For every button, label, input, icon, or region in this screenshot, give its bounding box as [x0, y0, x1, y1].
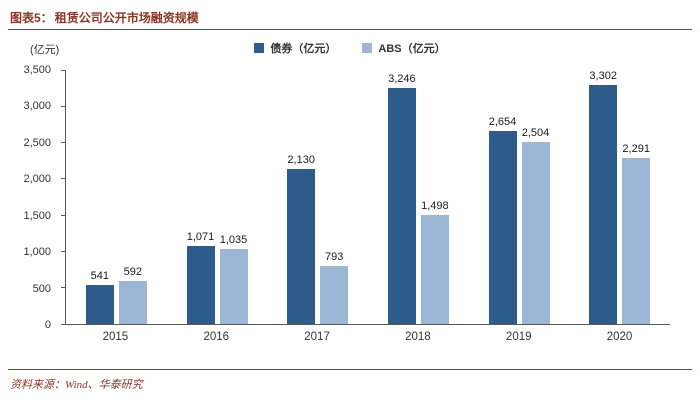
- bar-value-label: 793: [324, 251, 344, 264]
- y-axis-unit-label: (亿元): [30, 44, 60, 56]
- bar-column: 2,130: [287, 70, 316, 324]
- bar-abs: [521, 142, 550, 324]
- bar-column: 3,302: [589, 70, 618, 324]
- legend-swatch-abs: [362, 43, 373, 53]
- bar-group: 3,302 2,291: [569, 70, 670, 324]
- y-tick-label: 2,500: [23, 136, 51, 149]
- bar-bonds: [488, 131, 517, 324]
- y-tick-mark: [61, 214, 65, 216]
- y-tick-label: 3,500: [23, 64, 51, 76]
- bar-column: 3,246: [387, 70, 416, 324]
- bar-column: 793: [320, 70, 349, 324]
- bar-column: 2,654: [488, 70, 517, 324]
- header-rule: [8, 29, 692, 30]
- bar-value-label: 1,071: [186, 231, 215, 244]
- chart-header: 图表5： 租赁公司公开市场融资规模: [10, 9, 690, 26]
- y-tick-mark: [61, 323, 65, 325]
- y-tick-label: 1,500: [23, 209, 51, 222]
- y-tick-label: 500: [32, 282, 51, 295]
- plot-area: 541 592 1,071 1,035 2,130 793 3,246 1,498 2,654 2…: [61, 69, 670, 325]
- legend-item-abs: ABS（亿元）: [362, 40, 446, 56]
- bar-value-label: 541: [90, 269, 109, 282]
- x-tick-label: 2019: [505, 331, 532, 343]
- bar-column: 2,504: [521, 70, 550, 324]
- x-tick-label: 2020: [606, 331, 633, 343]
- bar-abs: [320, 266, 349, 324]
- bar-bonds: [85, 284, 114, 324]
- footer-rule: [8, 369, 692, 370]
- y-axis-labels: 0 500 1,000 1,500 2,000 2,500 3,000 3,500: [0, 64, 57, 331]
- bar-abs: [219, 248, 248, 324]
- bar-column: 2,291: [622, 70, 651, 324]
- legend-item-bonds: 债券（亿元）: [254, 40, 336, 56]
- y-tick-mark: [61, 178, 65, 180]
- bar-bonds: [186, 246, 215, 324]
- bar-column: 1,498: [420, 70, 449, 324]
- legend-label-bonds: 债券（亿元）: [270, 43, 337, 55]
- y-tick-mark: [61, 250, 65, 252]
- y-tick-mark: [61, 142, 65, 144]
- bar-value-label: 1,035: [219, 233, 248, 246]
- bar-groups: 541 592 1,071 1,035 2,130 793 3,246 1,498 2,654 2…: [66, 70, 670, 324]
- bar-value-label: 2,504: [521, 127, 550, 140]
- bar-group: 2,654 2,504: [469, 70, 570, 324]
- x-tick-label: 2016: [203, 331, 230, 343]
- y-tick-mark: [61, 287, 65, 289]
- bar-bonds: [387, 88, 416, 324]
- x-tick-label: 2017: [304, 331, 330, 343]
- chart-title: 租赁公司公开市场融资规模: [54, 11, 199, 25]
- x-axis-labels: 2015 2016 2017 2018 2019 2020: [65, 331, 670, 343]
- legend-swatch-bonds: [254, 43, 265, 53]
- bar-value-label: 1,498: [421, 200, 449, 213]
- bar-column: 541: [85, 70, 114, 324]
- bar-group: 541 592: [66, 70, 167, 324]
- bar-abs: [118, 281, 147, 324]
- y-tick-label: 1,000: [23, 246, 51, 259]
- bar-value-label: 592: [123, 266, 142, 279]
- y-tick-mark: [61, 69, 65, 71]
- x-tick-label: 2015: [102, 331, 129, 343]
- bar-column: 1,035: [219, 70, 248, 324]
- source-text: 资料来源：Wind、华泰研究: [10, 379, 143, 391]
- bar-column: 592: [118, 70, 147, 324]
- bar-value-label: 2,130: [287, 154, 315, 167]
- bar-group: 3,246 1,498: [368, 70, 469, 324]
- legend-label-abs: ABS（亿元）: [378, 43, 446, 55]
- bar-group: 2,130 793: [267, 70, 368, 324]
- y-tick-label: 2,000: [23, 173, 51, 186]
- bar-group: 1,071 1,035: [167, 70, 268, 324]
- y-tick-label: 3,000: [23, 100, 51, 113]
- bar-value-label: 3,302: [589, 70, 617, 82]
- bar-bonds: [589, 85, 618, 324]
- bar-bonds: [287, 169, 316, 324]
- y-tick-mark: [61, 105, 65, 107]
- legend: 债券（亿元） ABS（亿元）: [0, 40, 700, 56]
- bar-value-label: 2,654: [488, 116, 517, 129]
- y-tick-label: 0: [44, 319, 51, 331]
- bar-value-label: 3,246: [388, 73, 416, 86]
- figure-label: 图表5：: [10, 11, 53, 25]
- bar-abs: [622, 157, 651, 324]
- x-tick-label: 2018: [405, 331, 431, 343]
- bar-abs: [420, 215, 449, 324]
- bar-value-label: 2,291: [622, 142, 650, 155]
- bar-column: 1,071: [186, 70, 215, 324]
